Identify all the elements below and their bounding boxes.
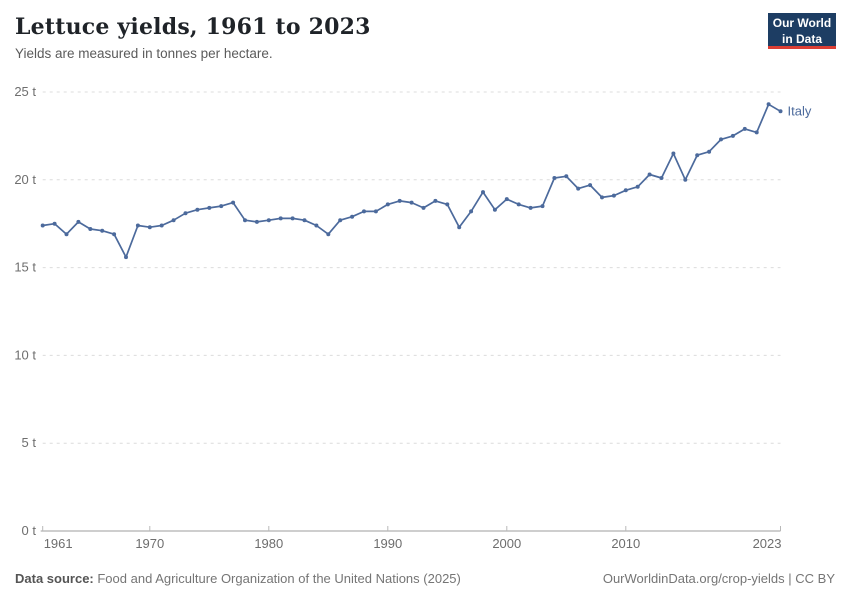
data-point-1961[interactable] xyxy=(40,223,45,228)
y-tick-label-5: 5 t xyxy=(22,435,37,450)
data-point-1989[interactable] xyxy=(373,209,378,214)
data-point-1965[interactable] xyxy=(88,227,93,231)
data-point-1962[interactable] xyxy=(52,221,57,226)
data-point-2015[interactable] xyxy=(683,177,688,182)
data-point-2017[interactable] xyxy=(707,149,712,154)
series-line-italy[interactable] xyxy=(42,103,781,258)
data-point-2020[interactable] xyxy=(742,126,747,131)
data-point-2019[interactable] xyxy=(730,133,735,138)
data-point-1996[interactable] xyxy=(457,225,462,230)
data-point-1987[interactable] xyxy=(350,214,355,219)
data-point-1981[interactable] xyxy=(278,216,283,221)
data-point-1988[interactable] xyxy=(362,209,366,214)
data-point-2000[interactable] xyxy=(504,197,509,202)
data-point-1977[interactable] xyxy=(231,200,236,205)
x-tick-label-2023: 2023 xyxy=(753,536,782,551)
data-point-1964[interactable] xyxy=(76,219,81,224)
series-label-italy[interactable]: Italy xyxy=(788,103,812,118)
data-point-1994[interactable] xyxy=(433,198,438,203)
data-point-1963[interactable] xyxy=(64,232,69,237)
y-tick-label-20: 20 t xyxy=(14,172,36,187)
x-tick-label-1961: 1961 xyxy=(44,536,73,551)
x-tick-label-2000: 2000 xyxy=(492,536,521,551)
y-tick-label-15: 15 t xyxy=(14,260,36,275)
data-source-text: Food and Agriculture Organization of the… xyxy=(93,571,461,586)
data-point-1984[interactable] xyxy=(314,223,319,228)
data-point-2002[interactable] xyxy=(528,205,533,210)
data-point-1990[interactable] xyxy=(385,202,390,207)
data-point-2008[interactable] xyxy=(600,195,604,200)
data-point-1968[interactable] xyxy=(124,255,128,260)
data-point-1980[interactable] xyxy=(266,218,271,223)
data-point-1999[interactable] xyxy=(492,207,497,212)
chart-title: Lettuce yields, 1961 to 2023 xyxy=(15,14,371,40)
data-point-2022[interactable] xyxy=(766,102,771,107)
y-tick-label-0: 0 t xyxy=(22,523,37,538)
data-point-2021[interactable] xyxy=(754,130,759,135)
data-point-2009[interactable] xyxy=(611,193,616,198)
data-point-1978[interactable] xyxy=(243,218,247,223)
footer-citation-link[interactable]: OurWorldinData.org/crop-yields | CC BY xyxy=(602,571,835,586)
data-point-2004[interactable] xyxy=(552,176,557,180)
data-point-1976[interactable] xyxy=(219,204,224,209)
data-point-1971[interactable] xyxy=(159,223,164,228)
data-point-2013[interactable] xyxy=(659,176,664,180)
chart-footer: Data source: Food and Agriculture Organi… xyxy=(15,571,835,586)
owid-logo[interactable]: Our World in Data xyxy=(768,13,836,49)
data-point-1993[interactable] xyxy=(421,205,426,210)
data-source-label: Data source: xyxy=(15,571,94,586)
data-point-2011[interactable] xyxy=(635,184,640,189)
data-point-1975[interactable] xyxy=(207,205,212,210)
data-point-1967[interactable] xyxy=(112,232,117,237)
data-point-2001[interactable] xyxy=(516,202,521,207)
data-point-1985[interactable] xyxy=(326,232,331,237)
chart-subtitle: Yields are measured in tonnes per hectar… xyxy=(15,46,273,62)
series-italy[interactable]: Italy xyxy=(40,102,812,260)
data-point-1998[interactable] xyxy=(481,190,485,195)
data-point-1966[interactable] xyxy=(100,228,105,233)
chart-header: Lettuce yields, 1961 to 2023 Yields are … xyxy=(15,14,755,61)
data-point-1974[interactable] xyxy=(195,207,200,212)
owid-logo-line1: Our World xyxy=(772,16,832,30)
data-point-1997[interactable] xyxy=(469,209,474,214)
x-tick-label-1970: 1970 xyxy=(135,536,164,551)
data-point-2014[interactable] xyxy=(671,151,676,156)
data-point-1972[interactable] xyxy=(171,218,176,223)
data-point-1969[interactable] xyxy=(135,223,140,228)
data-point-2007[interactable] xyxy=(588,183,593,188)
x-tick-label-2010: 2010 xyxy=(611,536,640,551)
data-point-1995[interactable] xyxy=(445,202,450,207)
data-point-1983[interactable] xyxy=(302,218,307,223)
owid-logo-line2: in Data xyxy=(781,31,822,46)
data-point-1970[interactable] xyxy=(147,225,152,230)
data-point-1979[interactable] xyxy=(254,219,259,224)
y-tick-label-10: 10 t xyxy=(14,347,36,362)
data-point-2006[interactable] xyxy=(576,186,581,191)
data-point-2023[interactable] xyxy=(778,109,783,114)
data-point-1982[interactable] xyxy=(290,216,295,221)
data-point-2012[interactable] xyxy=(647,172,652,177)
data-point-1992[interactable] xyxy=(409,200,414,205)
data-point-1986[interactable] xyxy=(338,218,343,223)
data-source: Data source: Food and Agriculture Organi… xyxy=(15,571,461,586)
data-point-1973[interactable] xyxy=(183,211,188,216)
data-point-1991[interactable] xyxy=(397,198,402,203)
data-point-2018[interactable] xyxy=(719,137,723,142)
data-point-2010[interactable] xyxy=(623,188,628,193)
line-chart: 0 t 5 t 10 t 15 t 20 t 25 t 1961 1970 1980 1990 20… xyxy=(14,84,812,551)
data-point-2005[interactable] xyxy=(564,174,569,179)
x-tick-label-1980: 1980 xyxy=(254,536,283,551)
data-point-2016[interactable] xyxy=(695,153,700,158)
data-point-2003[interactable] xyxy=(540,204,545,209)
y-tick-label-25: 25 t xyxy=(14,84,36,99)
x-tick-label-1990: 1990 xyxy=(373,536,402,551)
